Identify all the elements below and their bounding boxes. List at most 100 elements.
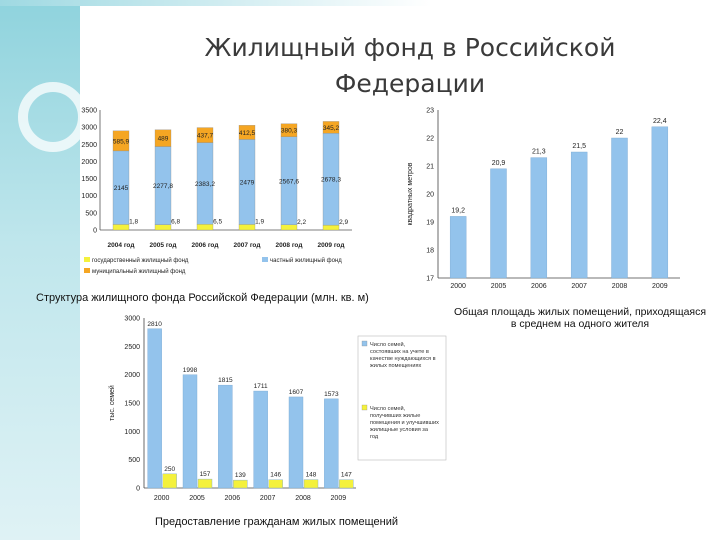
- chart1-y-tick-label: 2500: [81, 142, 97, 149]
- chart3-legend-swatch: [361, 404, 368, 411]
- chart1-x-tick-label: 2009 год: [318, 242, 345, 249]
- chart2-y-tick-label: 22: [426, 136, 434, 143]
- chart1-bar-segment: [154, 224, 172, 231]
- chart1-y-tick-label: 1500: [81, 176, 97, 183]
- chart1-bar-segment: [322, 224, 340, 231]
- chart1-bar-segment: [112, 130, 130, 152]
- chart1-panel: [82, 104, 402, 276]
- chart3-data-label: 1998: [183, 367, 198, 374]
- chart1-y-tick-label: 1000: [81, 193, 97, 200]
- chart1-data-label: 2145: [114, 185, 129, 192]
- area-per-resident-caption: Общая площадь жилых помещений, приходяща…: [453, 306, 707, 330]
- chart3-data-label: 1573: [324, 391, 339, 398]
- chart2-x-tick-label: 2008: [612, 283, 628, 290]
- decorative-ring: [18, 82, 88, 152]
- chart2-y-axis-label: квадратных метров: [407, 162, 414, 225]
- chart1-x-tick-label: 2008 год: [276, 242, 303, 249]
- chart3-bar: [303, 479, 319, 489]
- chart3-data-label: 146: [270, 472, 281, 479]
- chart1-data-label: 2383,2: [195, 181, 215, 188]
- chart1-data-label: 166,5: [206, 218, 223, 225]
- chart1-x-tick-label: 2005 год: [150, 242, 177, 249]
- chart2-bar: [449, 216, 467, 279]
- chart3-bar: [339, 479, 354, 489]
- chart1-data-label: 142,9: [332, 219, 349, 226]
- chart3-y-tick-label: 0: [136, 486, 140, 493]
- chart2-bar: [490, 168, 507, 279]
- chart3-y-tick-label: 500: [128, 457, 140, 464]
- decorative-left-band: [0, 0, 80, 540]
- chart3-y-tick-label: 2500: [124, 344, 140, 351]
- slide-title: Жилищный фонд в Российской Федерации: [204, 33, 616, 96]
- chart1-data-label: 345,2: [323, 125, 340, 132]
- chart3-data-label: 139: [235, 472, 246, 479]
- chart1-bar-segment: [238, 224, 256, 231]
- chart1-bar-segment: [238, 125, 256, 140]
- chart2-y-tick-label: 20: [426, 192, 434, 199]
- chart1-data-label: 412,5: [239, 130, 256, 137]
- chart1-bar-segment: [238, 139, 256, 225]
- chart3-bar: [147, 328, 162, 489]
- chart1-data-label: 489: [158, 136, 169, 143]
- chart1-y-tick-label: 0: [93, 228, 97, 235]
- chart1-bar-segment: [196, 142, 214, 225]
- chart3-y-axis-label: тыс. семей: [108, 385, 116, 421]
- chart1-bar-segment: [280, 123, 298, 137]
- chart3-bar: [182, 374, 198, 489]
- chart2-x-tick-label: 2009: [652, 283, 668, 290]
- chart2-bar: [530, 157, 548, 279]
- chart3-x-tick-label: 2000: [154, 495, 170, 502]
- chart3-bar: [253, 390, 268, 489]
- chart3-bar: [218, 384, 233, 489]
- chart3-legend-swatch: [361, 340, 368, 347]
- chart1-data-label: 161,9: [248, 218, 265, 225]
- chart1-bar-segment: [196, 224, 214, 231]
- chart3-bar: [162, 473, 177, 489]
- chart2-bar: [570, 151, 588, 279]
- chart1-legend-swatch: [262, 257, 268, 262]
- chart1-x-tick-label: 2007 год: [234, 242, 261, 249]
- chart2-data-label: 19,2: [451, 207, 465, 214]
- chart1-data-label: 2567,6: [279, 178, 299, 185]
- chart3-data-label: 2810: [147, 321, 162, 328]
- chart3-data-label: 250: [164, 466, 175, 473]
- chart1-y-tick-label: 2000: [81, 159, 97, 166]
- chart3-legend-frame: [357, 335, 447, 461]
- chart1-x-tick-label: 2004 год: [108, 242, 135, 249]
- chart3-bar: [268, 479, 283, 489]
- chart3-x-tick-label: 2009: [331, 495, 347, 502]
- chart3-legend-label: Число семей, состоявших на учете в качеств…: [370, 341, 436, 369]
- chart3-data-label: 1815: [218, 377, 233, 384]
- chart3-data-label: 147: [341, 472, 352, 479]
- chart1-data-label: 2678,3: [321, 177, 341, 184]
- chart3-x-tick-label: 2008: [295, 495, 311, 502]
- chart3-x-tick-label: 2005: [189, 495, 205, 502]
- chart1-legend-label: муниципальный жилищный фонд: [92, 268, 186, 275]
- chart1-bar-segment: [280, 136, 298, 225]
- chart2-y-tick-label: 18: [426, 248, 434, 255]
- chart3-data-label: 1607: [289, 389, 304, 396]
- chart3-data-label: 1711: [254, 383, 268, 390]
- chart2-x-tick-label: 2007: [571, 283, 587, 290]
- chart1-legend-label: государственный жилищный фонд: [92, 257, 189, 264]
- chart2-y-tick-label: 19: [426, 220, 434, 227]
- chart3-bar: [324, 398, 339, 489]
- chart2-x-tick-label: 2000: [450, 283, 466, 290]
- chart3-data-label: 148: [306, 472, 317, 479]
- chart2-data-label: 22,4: [653, 118, 667, 125]
- chart1-bar-segment: [280, 224, 298, 231]
- chart3-y-tick-label: 1500: [124, 401, 140, 408]
- chart2-y-tick-label: 21: [426, 164, 434, 171]
- chart3-y-tick-label: 2000: [124, 372, 140, 379]
- chart1-legend-swatch: [84, 268, 90, 273]
- chart2-data-label: 21,5: [572, 143, 586, 150]
- chart2-y-tick-label: 17: [426, 276, 434, 283]
- chart2-x-tick-label: 2006: [531, 283, 547, 290]
- chart1-data-label: 2479: [240, 179, 255, 186]
- chart2-data-label: 21,3: [532, 149, 546, 156]
- chart1-bar-segment: [112, 224, 130, 231]
- chart2-data-label: 20,9: [492, 160, 506, 167]
- chart1-legend-label: частный жилищный фонд: [270, 257, 342, 264]
- housing-provision-caption: Предоставление гражданам жилых помещений: [155, 516, 398, 528]
- chart3-x-tick-label: 2007: [260, 495, 276, 502]
